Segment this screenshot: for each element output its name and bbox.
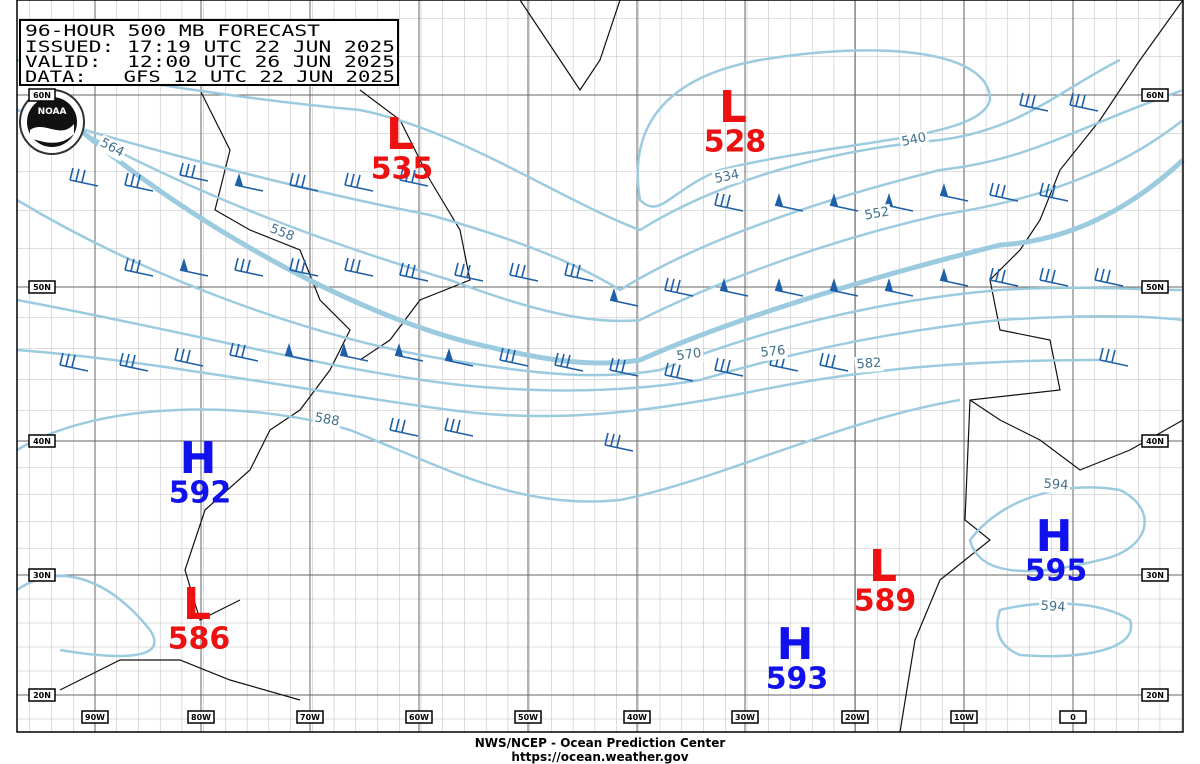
footer-line: https://ocean.weather.gov [511, 750, 688, 764]
header-line: DATA: GFS 12 UTC 22 JUN 2025 [25, 67, 395, 86]
lat-label: 40N [1146, 437, 1164, 446]
lat-label: 30N [1146, 571, 1164, 580]
coastlines [59, 0, 1184, 733]
grid [17, 0, 1183, 732]
lon-label: 10W [954, 713, 974, 722]
center-letter: H [777, 619, 814, 670]
center-letter: L [719, 82, 747, 133]
lon-label-box [1059, 710, 1087, 724]
contour-label-bg [674, 345, 704, 365]
lon-label: 90W [85, 713, 105, 722]
lat-label-box [1141, 434, 1169, 448]
lat-label: 50N [1146, 283, 1164, 292]
center-value: 535 [371, 152, 434, 187]
header-line: VALID: 12:00 UTC 26 JUN 2025 [25, 52, 395, 71]
contour-label: 576 [760, 343, 786, 361]
lon-label: 30W [735, 713, 755, 722]
lon-label-box [405, 710, 433, 724]
lon-label: 40W [627, 713, 647, 722]
contour-label: 594 [1040, 599, 1066, 616]
lat-label: 40N [33, 437, 51, 446]
lat-label: 30N [33, 571, 51, 580]
contour-label-bg [95, 134, 129, 162]
contour-label-bg [854, 355, 884, 373]
lat-label-box [28, 88, 56, 102]
contours [16, 49, 1185, 658]
center-letter: H [180, 433, 217, 484]
contour-label: 570 [676, 346, 703, 364]
lat-label-box [1141, 280, 1169, 294]
center-value: 586 [168, 622, 231, 657]
lat-label-box [28, 568, 56, 582]
center-value: 528 [704, 125, 767, 160]
center-letter: L [386, 109, 414, 160]
contour-label: 582 [856, 356, 882, 373]
contour-label-bg [1038, 598, 1068, 616]
lat-label: 20N [33, 691, 51, 700]
wind-barbs [59, 92, 1129, 452]
center-letter: H [1036, 511, 1073, 562]
lat-label-box [28, 434, 56, 448]
lon-label-box [950, 710, 978, 724]
map-border [16, 0, 1184, 733]
lat-label-box [28, 280, 56, 294]
contour-label-bg [1041, 476, 1071, 494]
contour-label-bg [758, 342, 788, 362]
lat-label: 60N [1146, 91, 1164, 100]
lon-label: 80W [191, 713, 211, 722]
lon-label-box [296, 710, 324, 724]
header-box: 96-HOUR 500 MB FORECAST ISSUED: 17:19 UT… [19, 19, 399, 86]
contour-label: 552 [863, 204, 890, 223]
lon-label-box [841, 710, 869, 724]
contour-label: 588 [313, 410, 340, 429]
lon-label-box [81, 710, 109, 724]
logo-text: NOAA [38, 107, 67, 117]
center-value: 589 [854, 584, 917, 619]
footer-line: NWS/NCEP - Ocean Prediction Center [475, 736, 726, 750]
lat-label: 20N [1146, 691, 1164, 700]
contour-label-bg [311, 409, 343, 431]
contour-label-bg [711, 166, 743, 188]
lon-label-box [623, 710, 651, 724]
center-value: 592 [169, 476, 232, 511]
lon-label: 50W [518, 713, 538, 722]
center-letter: L [869, 541, 897, 592]
lon-label-box [514, 710, 542, 724]
noaa-logo: NOAA [19, 89, 85, 155]
center-letter: L [183, 579, 211, 630]
lon-label: 60W [409, 713, 429, 722]
lat-label-box [1141, 88, 1169, 102]
lon-label-box [187, 710, 215, 724]
center-value: 593 [766, 662, 829, 697]
contour-label-bg [861, 203, 893, 225]
lon-label: 70W [300, 713, 320, 722]
center-value: 595 [1025, 554, 1088, 589]
header-line: ISSUED: 17:19 UTC 22 JUN 2025 [25, 37, 395, 56]
lat-label: 60N [33, 91, 51, 100]
lat-label: 50N [33, 283, 51, 292]
lat-label-box [1141, 688, 1169, 702]
lat-label-box [1141, 568, 1169, 582]
contour-label: 534 [713, 167, 740, 187]
header-line: 96-HOUR 500 MB FORECAST [25, 21, 320, 40]
lon-label: 20W [845, 713, 865, 722]
contour-label-bg [266, 220, 298, 246]
contour-label-bg [898, 129, 930, 151]
lon-label: 0 [1070, 713, 1076, 722]
contour-label: 540 [900, 130, 927, 150]
lat-label-box [28, 688, 56, 702]
lon-label-box [731, 710, 759, 724]
contour-label: 594 [1043, 477, 1069, 494]
